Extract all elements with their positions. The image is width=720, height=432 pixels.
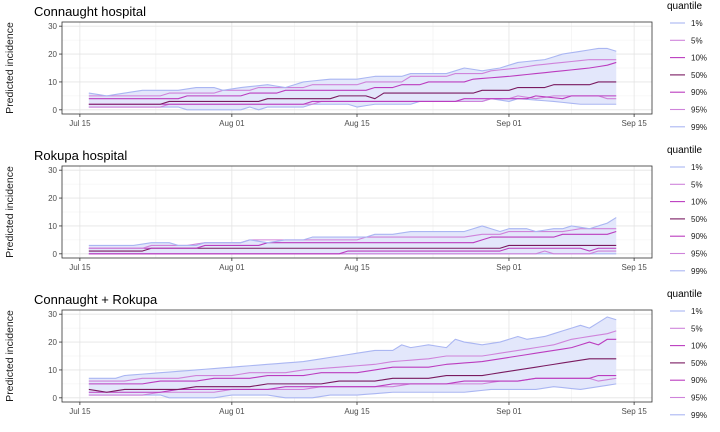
panel-title: Rokupa hospital bbox=[34, 148, 127, 163]
legend-title: quantile bbox=[667, 145, 702, 156]
legend-label: 10% bbox=[691, 198, 707, 207]
legend-label: 99% bbox=[691, 267, 707, 276]
x-tick-label: Sep 01 bbox=[496, 263, 522, 272]
x-tick-label: Sep 01 bbox=[496, 119, 522, 128]
legend-title: quantile bbox=[667, 289, 702, 300]
y-tick-label: 0 bbox=[53, 106, 58, 115]
series-line-95pct bbox=[88, 330, 617, 382]
panel-2: Rokupa hospital Predicted incidence 0 10 20 3… bbox=[4, 145, 707, 276]
series-line-99pct bbox=[88, 47, 617, 97]
series-line-99pct bbox=[88, 316, 617, 379]
x-tick-label: Jul 15 bbox=[69, 263, 91, 272]
x-tick-label: Aug 15 bbox=[344, 407, 370, 416]
legend-label: 50% bbox=[691, 71, 707, 80]
y-axis-label: Predicted incidence bbox=[4, 22, 16, 114]
legend: quantile 1% 5% 10% 50% 90% 95% 99% bbox=[667, 1, 707, 132]
legend-title: quantile bbox=[667, 1, 702, 12]
y-tick-label: 0 bbox=[53, 394, 58, 403]
series-line-1pct bbox=[88, 98, 617, 111]
series-line-90pct bbox=[88, 230, 617, 249]
legend-label: 99% bbox=[691, 123, 707, 132]
series-line-90pct bbox=[88, 338, 617, 385]
legend-label: 1% bbox=[691, 307, 703, 316]
x-tick-label: Aug 01 bbox=[219, 263, 245, 272]
series-line-10pct bbox=[88, 247, 617, 255]
x-tick-label: Aug 01 bbox=[219, 407, 245, 416]
x-tick-label: Sep 01 bbox=[496, 407, 522, 416]
legend-label: 10% bbox=[691, 54, 707, 63]
x-tick-label: Sep 15 bbox=[621, 263, 647, 272]
series-line-1pct bbox=[88, 383, 617, 399]
y-tick-label: 20 bbox=[48, 50, 57, 59]
y-tick-label: 10 bbox=[48, 222, 57, 231]
y-tick-label: 10 bbox=[48, 78, 57, 87]
legend-label: 1% bbox=[691, 163, 703, 172]
series-line-50pct bbox=[88, 358, 617, 393]
series-line-50pct bbox=[88, 81, 617, 105]
legend-label: 95% bbox=[691, 250, 707, 259]
x-tick-label: Jul 15 bbox=[69, 119, 91, 128]
x-tick-label: Aug 01 bbox=[219, 119, 245, 128]
legend-label: 90% bbox=[691, 232, 707, 241]
legend-label: 90% bbox=[691, 376, 707, 385]
y-tick-label: 30 bbox=[48, 310, 57, 319]
legend-label: 95% bbox=[691, 394, 707, 403]
x-tick-label: Jul 15 bbox=[69, 407, 91, 416]
x-tick-label: Aug 15 bbox=[344, 119, 370, 128]
y-tick-label: 10 bbox=[48, 366, 57, 375]
series-line-99pct bbox=[88, 217, 617, 246]
y-tick-label: 0 bbox=[53, 250, 58, 259]
y-axis-label: Predicted incidence bbox=[4, 166, 16, 258]
legend: quantile 1% 5% 10% 50% 90% 95% 99% bbox=[667, 145, 707, 276]
x-tick-label: Aug 15 bbox=[344, 263, 370, 272]
legend-label: 95% bbox=[691, 106, 707, 115]
series-line-95pct bbox=[88, 59, 617, 97]
legend-label: 50% bbox=[691, 215, 707, 224]
panel-1: Connaught hospital Predicted incidence 0 10… bbox=[4, 1, 707, 132]
panel-title: Connaught + Rokupa bbox=[34, 292, 158, 307]
y-tick-label: 30 bbox=[48, 22, 57, 31]
legend-label: 5% bbox=[691, 180, 703, 189]
legend-label: 90% bbox=[691, 88, 707, 97]
panel-title: Connaught hospital bbox=[34, 4, 146, 19]
legend-label: 5% bbox=[691, 36, 703, 45]
legend-label: 10% bbox=[691, 342, 707, 351]
legend-label: 50% bbox=[691, 359, 707, 368]
legend-label: 99% bbox=[691, 411, 707, 420]
y-tick-label: 30 bbox=[48, 166, 57, 175]
panel-3: Connaught + Rokupa Predicted incidence 0 10… bbox=[4, 289, 707, 420]
x-tick-label: Sep 15 bbox=[621, 119, 647, 128]
y-axis-label: Predicted incidence bbox=[4, 310, 16, 402]
y-tick-label: 20 bbox=[48, 338, 57, 347]
y-tick-label: 20 bbox=[48, 194, 57, 203]
series-line-10pct bbox=[88, 95, 617, 105]
legend: quantile 1% 5% 10% 50% 90% 95% 99% bbox=[667, 289, 707, 420]
x-tick-label: Sep 15 bbox=[621, 407, 647, 416]
legend-label: 1% bbox=[691, 19, 703, 28]
legend-label: 5% bbox=[691, 324, 703, 333]
series-line-90pct bbox=[88, 61, 617, 100]
ribbon-1-99 bbox=[88, 316, 617, 398]
